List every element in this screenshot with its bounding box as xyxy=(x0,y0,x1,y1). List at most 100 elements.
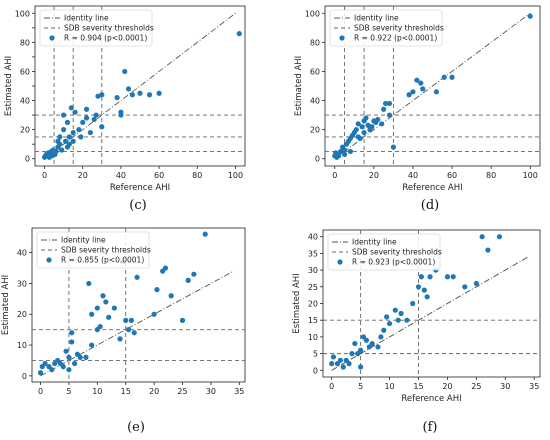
y-tick-label: 20 xyxy=(17,310,27,319)
data-point xyxy=(83,354,89,360)
data-point xyxy=(131,330,137,336)
data-point xyxy=(330,354,337,360)
x-tick-label: 80 xyxy=(192,171,202,180)
legend-point-swatch xyxy=(46,257,52,263)
data-point xyxy=(91,116,97,123)
data-point xyxy=(347,148,354,155)
data-point xyxy=(99,124,105,130)
y-axis-label: Estimated AHI xyxy=(1,275,11,335)
data-point xyxy=(433,89,440,95)
caption-f: (f) xyxy=(422,420,438,435)
data-point xyxy=(414,77,420,83)
data-point xyxy=(338,148,344,155)
legend-threshold-label: SDB severity thresholds xyxy=(64,24,154,33)
data-point xyxy=(398,310,404,317)
data-point xyxy=(365,122,371,128)
scatter-chart-e: 0 5 10 15 20 25 30 35 0 10 20 30 40 Estimated AHI Iden… xyxy=(1,227,246,396)
data-point xyxy=(70,129,76,136)
data-point xyxy=(410,300,416,307)
data-point xyxy=(61,112,67,118)
data-point xyxy=(70,138,76,144)
x-tick-label: 60 xyxy=(447,171,457,180)
y-tick-label: 100 xyxy=(305,9,320,18)
data-point xyxy=(162,265,169,271)
y-tick-label: 20 xyxy=(308,300,318,309)
data-point xyxy=(146,92,153,98)
data-point xyxy=(381,106,387,112)
data-point xyxy=(375,344,381,350)
data-point xyxy=(59,147,65,153)
y-tick-label: 0 xyxy=(22,372,27,381)
data-point xyxy=(86,280,92,287)
x-tick-label: 20 xyxy=(442,382,452,391)
data-point xyxy=(76,127,82,133)
data-point xyxy=(384,314,390,320)
data-point xyxy=(369,340,375,347)
data-point xyxy=(100,293,106,299)
data-point xyxy=(125,86,132,92)
data-point xyxy=(485,247,491,253)
y-tick-label: 100 xyxy=(15,9,30,18)
data-point xyxy=(106,314,112,320)
x-tick-label: 80 xyxy=(486,171,496,180)
data-point xyxy=(72,109,78,115)
data-point xyxy=(341,151,348,157)
y-tick-label: 10 xyxy=(17,341,27,350)
data-point xyxy=(117,336,123,342)
data-point xyxy=(42,360,48,367)
x-tick-label: 35 xyxy=(234,387,244,396)
data-point xyxy=(346,361,352,367)
legend-points-label: R = 0.923 (p<0.0001) xyxy=(352,258,435,267)
y-tick-label: 25 xyxy=(308,283,318,292)
data-point xyxy=(329,361,335,367)
data-point xyxy=(352,340,358,347)
x-tick-label: 10 xyxy=(384,382,394,391)
data-point xyxy=(57,141,63,147)
y-axis-label: Estimated AHI xyxy=(294,56,304,116)
data-point xyxy=(390,144,397,150)
data-point xyxy=(83,106,90,112)
chart-panel-f: 0 5 10 15 20 25 30 35 0 5 10 15 20 25 30 35 40 Reference … xyxy=(275,220,550,440)
data-point xyxy=(89,311,95,317)
data-point xyxy=(154,287,160,293)
x-tick-label: 15 xyxy=(413,382,423,391)
legend-identity-label: Identity line xyxy=(354,14,399,23)
data-point xyxy=(191,271,197,277)
identity-line xyxy=(40,270,234,377)
data-point xyxy=(415,284,422,290)
x-tick-label: 10 xyxy=(92,387,102,396)
data-point xyxy=(114,95,120,101)
data-point xyxy=(123,317,129,323)
legend-box xyxy=(329,9,443,47)
caption-c: (c) xyxy=(129,198,147,213)
data-point xyxy=(424,294,430,300)
data-point xyxy=(341,147,348,153)
data-point xyxy=(129,92,135,98)
data-point xyxy=(449,74,455,80)
legend-identity-label: Identity line xyxy=(64,14,109,23)
data-point xyxy=(236,31,242,37)
data-point xyxy=(53,148,59,155)
y-tick-label: 40 xyxy=(310,97,320,106)
x-tick-label: 100 xyxy=(228,171,243,180)
data-point xyxy=(137,90,143,96)
x-tick-label: 35 xyxy=(529,382,539,391)
data-point xyxy=(57,134,63,140)
legend-identity-label: Identity line xyxy=(61,236,106,245)
y-tick-label: 40 xyxy=(308,233,318,242)
data-point xyxy=(406,92,412,98)
data-point xyxy=(68,105,74,111)
data-point xyxy=(66,354,72,360)
data-point xyxy=(363,337,369,343)
y-axis-label: Estimated AHI xyxy=(292,273,302,333)
data-point xyxy=(63,348,69,354)
data-point xyxy=(128,317,134,323)
data-point xyxy=(357,135,363,141)
data-point xyxy=(441,74,447,80)
data-point xyxy=(462,284,468,290)
plot-frame xyxy=(324,5,541,167)
legend-points-label: R = 0.922 (p<0.0001) xyxy=(354,34,437,43)
data-point xyxy=(363,115,369,121)
data-point xyxy=(202,231,208,237)
legend-box xyxy=(36,231,150,269)
